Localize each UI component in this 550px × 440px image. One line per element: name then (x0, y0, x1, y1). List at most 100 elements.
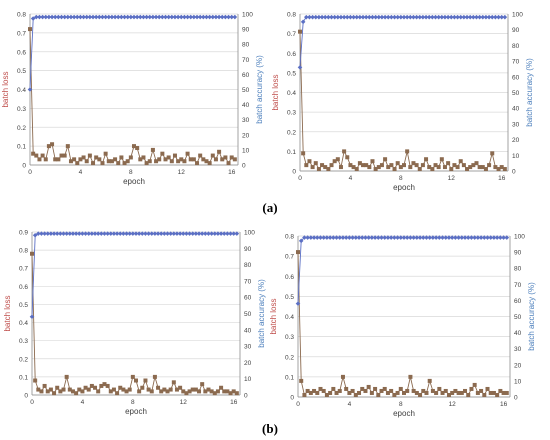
accuracy-point (136, 231, 142, 236)
caption-a: (a) (262, 200, 278, 215)
loss-point (408, 374, 413, 379)
y-left-axis-title: batch loss (269, 298, 278, 334)
loss-point (39, 389, 44, 394)
loss-point (318, 386, 323, 391)
loss-point (450, 390, 455, 395)
y-right-tick-label: 60 (514, 298, 522, 305)
accuracy-point (42, 231, 47, 236)
y-left-tick-label: 0.2 (287, 129, 296, 136)
accuracy-point (414, 14, 419, 20)
accuracy-point (204, 14, 209, 20)
loss-point (430, 388, 435, 393)
loss-point (350, 388, 355, 393)
accuracy-point (67, 231, 73, 236)
accuracy-point (190, 231, 196, 236)
loss-point (143, 378, 148, 383)
accuracy-point (141, 14, 146, 20)
loss-point (156, 385, 161, 390)
accuracy-point (404, 14, 410, 20)
accuracy-point (350, 235, 355, 240)
y-left-tick-label: 0.9 (19, 230, 28, 237)
y-right-axis-title: batch accuracy (%) (527, 282, 536, 351)
accuracy-point (340, 235, 346, 240)
y-left-axis-title: batch loss (1, 71, 10, 107)
loss-point (304, 163, 309, 168)
loss-point (392, 167, 397, 172)
accuracy-point (502, 14, 508, 20)
accuracy-point (480, 14, 486, 20)
accuracy-point (373, 14, 378, 20)
loss-point (344, 386, 349, 391)
loss-point (459, 390, 464, 395)
accuracy-point (100, 14, 105, 20)
accuracy-point (493, 14, 498, 20)
accuracy-point (155, 231, 161, 236)
accuracy-point (99, 231, 104, 236)
loss-point (301, 151, 306, 156)
loss-point (298, 29, 302, 34)
loss-point (138, 157, 143, 162)
accuracy-point (171, 231, 177, 236)
loss-point (414, 163, 419, 168)
loss-point (178, 385, 183, 390)
accuracy-point (93, 14, 99, 20)
loss-point (59, 153, 64, 158)
y-right-tick-label: 40 (244, 327, 252, 334)
accuracy-point (36, 231, 41, 236)
loss-point (198, 153, 203, 158)
accuracy-point (322, 14, 328, 20)
loss-point (465, 167, 470, 172)
loss-point (408, 165, 413, 170)
accuracy-point (52, 14, 58, 20)
loss-point (463, 388, 468, 393)
loss-point (347, 390, 352, 395)
loss-point (100, 161, 105, 166)
loss-point (379, 388, 384, 393)
x-axis-title: epoch (393, 409, 415, 418)
accuracy-point (395, 235, 400, 240)
accuracy-point (73, 231, 79, 236)
y-left-tick-label: 0.3 (285, 334, 294, 341)
loss-point (305, 388, 310, 393)
y-right-tick-label: 0 (244, 393, 248, 400)
loss-point (367, 165, 372, 170)
loss-point (75, 161, 80, 166)
accuracy-point (165, 231, 170, 236)
accuracy-point (382, 14, 388, 20)
accuracy-point (226, 14, 231, 20)
y-right-tick-label: 30 (242, 117, 250, 124)
x-tick-label: 16 (500, 401, 508, 408)
loss-point (379, 163, 384, 168)
y-right-tick-label: 40 (512, 106, 520, 113)
loss-point (46, 144, 51, 149)
accuracy-point (338, 14, 344, 20)
loss-point (420, 163, 425, 168)
accuracy-point (357, 14, 363, 20)
accuracy-point (78, 14, 83, 20)
y-left-tick-label: 0.2 (19, 356, 28, 363)
loss-point (373, 386, 378, 391)
accuracy-point (221, 231, 227, 236)
loss-point (43, 157, 48, 162)
loss-point (376, 392, 381, 397)
loss-point (458, 159, 463, 164)
loss-point (482, 392, 487, 397)
loss-point (449, 167, 454, 172)
loss-point (58, 389, 63, 394)
x-tick-label: 12 (449, 401, 457, 408)
loss-point (477, 165, 482, 170)
loss-point (172, 153, 177, 158)
accuracy-point (83, 231, 88, 236)
accuracy-point (158, 231, 164, 236)
loss-point (369, 390, 374, 395)
accuracy-point (348, 14, 353, 20)
y-right-tick-label: 20 (242, 132, 250, 139)
loss-point (159, 389, 164, 394)
y-left-tick-label: 0.1 (17, 144, 26, 151)
accuracy-point (442, 14, 448, 20)
accuracy-point (86, 231, 92, 236)
loss-point (97, 157, 102, 162)
loss-point (125, 159, 130, 164)
y-right-tick-label: 50 (242, 87, 250, 94)
loss-point (442, 165, 447, 170)
